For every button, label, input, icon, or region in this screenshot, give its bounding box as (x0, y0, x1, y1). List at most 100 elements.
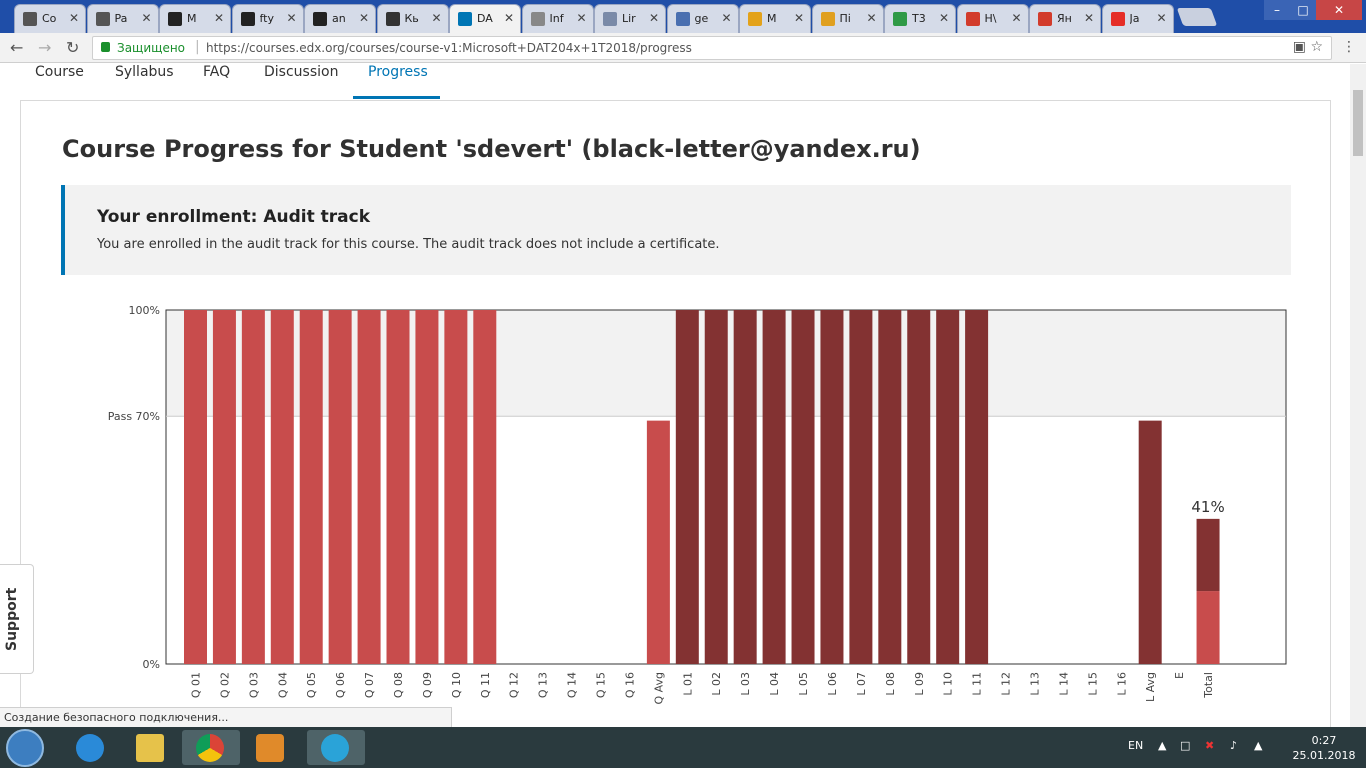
taskbar-telegram[interactable] (307, 730, 365, 765)
clock[interactable]: 0:27 25.01.2018 (1286, 733, 1362, 763)
lang-indicator[interactable]: EN (1128, 739, 1144, 752)
tab-close-icon[interactable]: ✕ (431, 11, 442, 25)
tab-close-icon[interactable]: ✕ (68, 11, 79, 25)
x-tick-label: Q 08 (392, 672, 405, 698)
x-tick-label: L 07 (855, 672, 868, 696)
forward-arrow-icon[interactable]: → (38, 38, 52, 57)
browser-menu-icon[interactable]: ⋮ (1342, 39, 1356, 55)
x-tick-label: L 15 (1086, 672, 1099, 696)
browser-tab-label: Ja (1129, 12, 1140, 25)
tab-close-icon[interactable]: ✕ (721, 11, 732, 25)
browser-tab-label: T3 (912, 12, 926, 25)
scrollbar-thumb[interactable] (1353, 90, 1363, 156)
close-window-button[interactable]: ✕ (1316, 0, 1362, 20)
bar (791, 310, 815, 664)
new-tab-button[interactable] (1176, 8, 1218, 26)
x-tick-label: L 10 (942, 672, 955, 696)
tab-close-icon[interactable]: ✕ (938, 11, 949, 25)
x-tick-label: Q 14 (566, 672, 579, 698)
tab-close-icon[interactable]: ✕ (1156, 11, 1167, 25)
tray-arrow-icon[interactable]: ▲ (1158, 739, 1167, 752)
url-input[interactable]: Защищено | https://courses.edx.org/cours… (92, 36, 1332, 60)
bar (762, 310, 786, 664)
active-tab-underline (353, 96, 440, 99)
browser-tab[interactable]: an ✕ (304, 4, 376, 33)
page-scrollbar[interactable] (1350, 64, 1366, 727)
tab-close-icon[interactable]: ✕ (1083, 11, 1094, 25)
dot-icon (530, 12, 545, 26)
tray-network-icon[interactable]: □ (1180, 739, 1191, 752)
browser-tab[interactable]: Lir ✕ (594, 4, 666, 33)
address-bar-area: ← → ↻ Защищено | https://courses.edx.org… (0, 33, 1366, 63)
bar (241, 310, 265, 664)
maximize-button[interactable]: □ (1290, 0, 1316, 20)
bar (473, 310, 497, 664)
browser-tab[interactable]: Inf ✕ (521, 4, 594, 33)
browser-tab[interactable]: Ja ✕ (1101, 4, 1174, 33)
browser-tab[interactable]: ge ✕ (666, 4, 739, 33)
nav-progress[interactable]: Progress (368, 64, 428, 80)
y-tick-label: Pass 70% (108, 410, 160, 423)
nav-faq[interactable]: FAQ (203, 64, 231, 80)
browser-tab-label: M (767, 12, 777, 25)
tab-close-icon[interactable]: ✕ (286, 11, 297, 25)
nav-discussion[interactable]: Discussion (264, 64, 339, 80)
tab-close-icon[interactable]: ✕ (141, 11, 152, 25)
tab-close-icon[interactable]: ✕ (503, 11, 514, 25)
nav-course[interactable]: Course (35, 64, 84, 80)
github-icon (313, 12, 327, 26)
tab-close-icon[interactable]: ✕ (793, 11, 804, 25)
taskbar-ie[interactable] (62, 730, 120, 765)
browser-tab[interactable]: M ✕ (739, 4, 811, 33)
start-button[interactable] (6, 729, 44, 767)
reload-icon[interactable]: ↻ (66, 38, 80, 57)
taskbar-chrome[interactable] (182, 730, 240, 765)
x-tick-label: Q 04 (276, 672, 289, 698)
x-tick-label: L 13 (1028, 672, 1041, 696)
browser-tab[interactable]: T3 ✕ (884, 4, 956, 33)
course-nav: Course Syllabus FAQ Discussion Progress (0, 64, 1350, 100)
bar (299, 310, 323, 664)
tab-close-icon[interactable]: ✕ (1011, 11, 1022, 25)
browser-tab-label: Inf (549, 12, 564, 25)
tab-close-icon[interactable]: ✕ (648, 11, 659, 25)
back-arrow-icon[interactable]: ← (10, 38, 24, 57)
translate-icon[interactable]: ▣ ☆ (1292, 39, 1323, 55)
enrollment-banner: Your enrollment: Audit track You are enr… (61, 185, 1291, 275)
bar (444, 310, 468, 664)
tray-flag-icon[interactable]: ✖ (1205, 739, 1215, 752)
bar (704, 310, 728, 664)
page-icon (603, 12, 617, 26)
x-tick-label: L 01 (681, 672, 694, 696)
tab-close-icon[interactable]: ✕ (358, 11, 369, 25)
tab-close-icon[interactable]: ✕ (866, 11, 877, 25)
tab-close-icon[interactable]: ✕ (576, 11, 587, 25)
tab-close-icon[interactable]: ✕ (213, 11, 224, 25)
nav-syllabus[interactable]: Syllabus (115, 64, 174, 80)
browser-tab[interactable]: Pa ✕ (86, 4, 159, 33)
bar (820, 310, 844, 664)
pdf-icon (965, 12, 980, 26)
browser-tab[interactable]: Co ✕ (14, 4, 86, 33)
lock-icon (101, 42, 110, 52)
user-icon (675, 12, 690, 26)
taskbar-explorer[interactable] (122, 730, 180, 765)
bar-total-lab (1196, 518, 1220, 592)
taskbar-media[interactable] (242, 730, 300, 765)
browser-tab[interactable]: DA ✕ (449, 4, 521, 33)
clock-date: 25.01.2018 (1292, 749, 1356, 762)
browser-tab[interactable]: M ✕ (159, 4, 231, 33)
tray-volume-icon[interactable]: ♪ (1230, 739, 1238, 752)
tray-signal-icon[interactable]: ▲ (1254, 739, 1263, 752)
x-tick-label: Q 16 (623, 672, 636, 698)
browser-tab[interactable]: Пі ✕ (811, 4, 884, 33)
minimize-button[interactable]: – (1264, 0, 1290, 20)
browser-tab[interactable]: Ян ✕ (1029, 4, 1101, 33)
enrollment-title: Your enrollment: Audit track (97, 207, 371, 227)
y-tick-label: 100% (129, 304, 160, 317)
browser-tab[interactable]: Н\ ✕ (956, 4, 1029, 33)
browser-tab[interactable]: fty ✕ (231, 4, 304, 33)
support-tab[interactable]: Support (0, 564, 34, 674)
x-tick-label: Q 11 (479, 672, 492, 698)
browser-tab[interactable]: Кь ✕ (376, 4, 449, 33)
